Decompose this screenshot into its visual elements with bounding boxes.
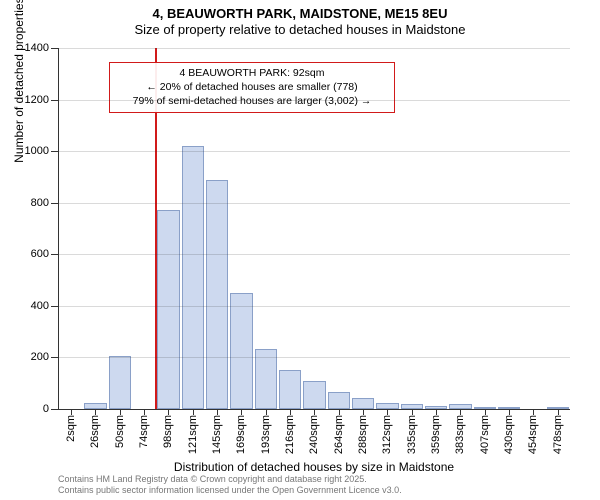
y-tick-label: 800 — [31, 197, 49, 209]
x-tick-label: 264sqm — [333, 415, 345, 454]
y-tick-label: 1400 — [25, 42, 49, 54]
bar-slot: 407sqm — [473, 48, 497, 409]
title-block: 4, BEAUWORTH PARK, MAIDSTONE, ME15 8EU S… — [0, 0, 600, 37]
y-tick — [51, 203, 59, 204]
y-tick — [51, 254, 59, 255]
x-tick-label: 478sqm — [552, 415, 564, 454]
bar-slot: 478sqm — [546, 48, 570, 409]
bar-slot: 26sqm — [83, 48, 107, 409]
bar — [206, 180, 228, 409]
x-tick-label: 26sqm — [89, 415, 101, 448]
y-tick-label: 600 — [31, 248, 49, 260]
x-tick-label: 383sqm — [454, 415, 466, 454]
x-tick-label: 121sqm — [187, 415, 199, 454]
bar-slot: 359sqm — [424, 48, 448, 409]
plot-region: 2sqm26sqm50sqm74sqm98sqm121sqm145sqm169s… — [58, 48, 570, 410]
annotation-box: 4 BEAUWORTH PARK: 92sqm← 20% of detached… — [109, 62, 395, 113]
gridline — [59, 48, 570, 49]
x-tick-label: 50sqm — [114, 415, 126, 448]
y-tick — [51, 357, 59, 358]
bar-slot: 2sqm — [59, 48, 83, 409]
x-tick-label: 335sqm — [406, 415, 418, 454]
annotation-line: 4 BEAUWORTH PARK: 92sqm — [118, 66, 386, 80]
x-tick-label: 216sqm — [284, 415, 296, 454]
y-tick-label: 1000 — [25, 145, 49, 157]
bar-slot: 335sqm — [400, 48, 424, 409]
x-tick-label: 74sqm — [138, 415, 150, 448]
y-tick — [51, 409, 59, 410]
x-tick-label: 454sqm — [527, 415, 539, 454]
x-tick-label: 2sqm — [65, 415, 77, 442]
x-tick-label: 240sqm — [308, 415, 320, 454]
y-tick — [51, 48, 59, 49]
x-tick-label: 145sqm — [211, 415, 223, 454]
y-tick — [51, 151, 59, 152]
bar — [109, 356, 131, 409]
x-tick-label: 407sqm — [479, 415, 491, 454]
bar-slot: 454sqm — [521, 48, 545, 409]
gridline — [59, 203, 570, 204]
x-tick-label: 359sqm — [430, 415, 442, 454]
x-tick-label: 430sqm — [503, 415, 515, 454]
bar — [279, 370, 301, 409]
x-axis-label: Distribution of detached houses by size … — [174, 460, 454, 474]
x-tick-label: 169sqm — [235, 415, 247, 454]
gridline — [59, 357, 570, 358]
gridline — [59, 254, 570, 255]
footer-line-1: Contains HM Land Registry data © Crown c… — [58, 474, 402, 485]
gridline — [59, 306, 570, 307]
y-tick-label: 400 — [31, 300, 49, 312]
bar — [352, 398, 374, 409]
y-tick-label: 0 — [43, 403, 49, 415]
x-tick-label: 98sqm — [162, 415, 174, 448]
annotation-line: 79% of semi-detached houses are larger (… — [118, 94, 386, 108]
footer-credits: Contains HM Land Registry data © Crown c… — [58, 474, 402, 497]
gridline — [59, 100, 570, 101]
y-tick — [51, 306, 59, 307]
bar-slot: 430sqm — [497, 48, 521, 409]
x-tick-label: 288sqm — [357, 415, 369, 454]
bar-slot: 383sqm — [448, 48, 472, 409]
title-address: 4, BEAUWORTH PARK, MAIDSTONE, ME15 8EU — [0, 6, 600, 21]
title-subtitle: Size of property relative to detached ho… — [0, 22, 600, 37]
gridline — [59, 151, 570, 152]
bar — [182, 146, 204, 409]
y-tick — [51, 100, 59, 101]
bar — [303, 381, 325, 409]
bar — [230, 293, 252, 409]
y-axis-label: Number of detached properties — [12, 0, 26, 163]
annotation-line: ← 20% of detached houses are smaller (77… — [118, 80, 386, 94]
footer-line-2: Contains public sector information licen… — [58, 485, 402, 496]
x-tick-label: 312sqm — [381, 415, 393, 454]
bar — [328, 392, 350, 409]
y-tick-label: 1200 — [25, 94, 49, 106]
chart-area: Number of detached properties 2sqm26sqm5… — [58, 48, 570, 410]
bar — [157, 210, 179, 409]
y-tick-label: 200 — [31, 351, 49, 363]
x-tick-label: 193sqm — [260, 415, 272, 454]
